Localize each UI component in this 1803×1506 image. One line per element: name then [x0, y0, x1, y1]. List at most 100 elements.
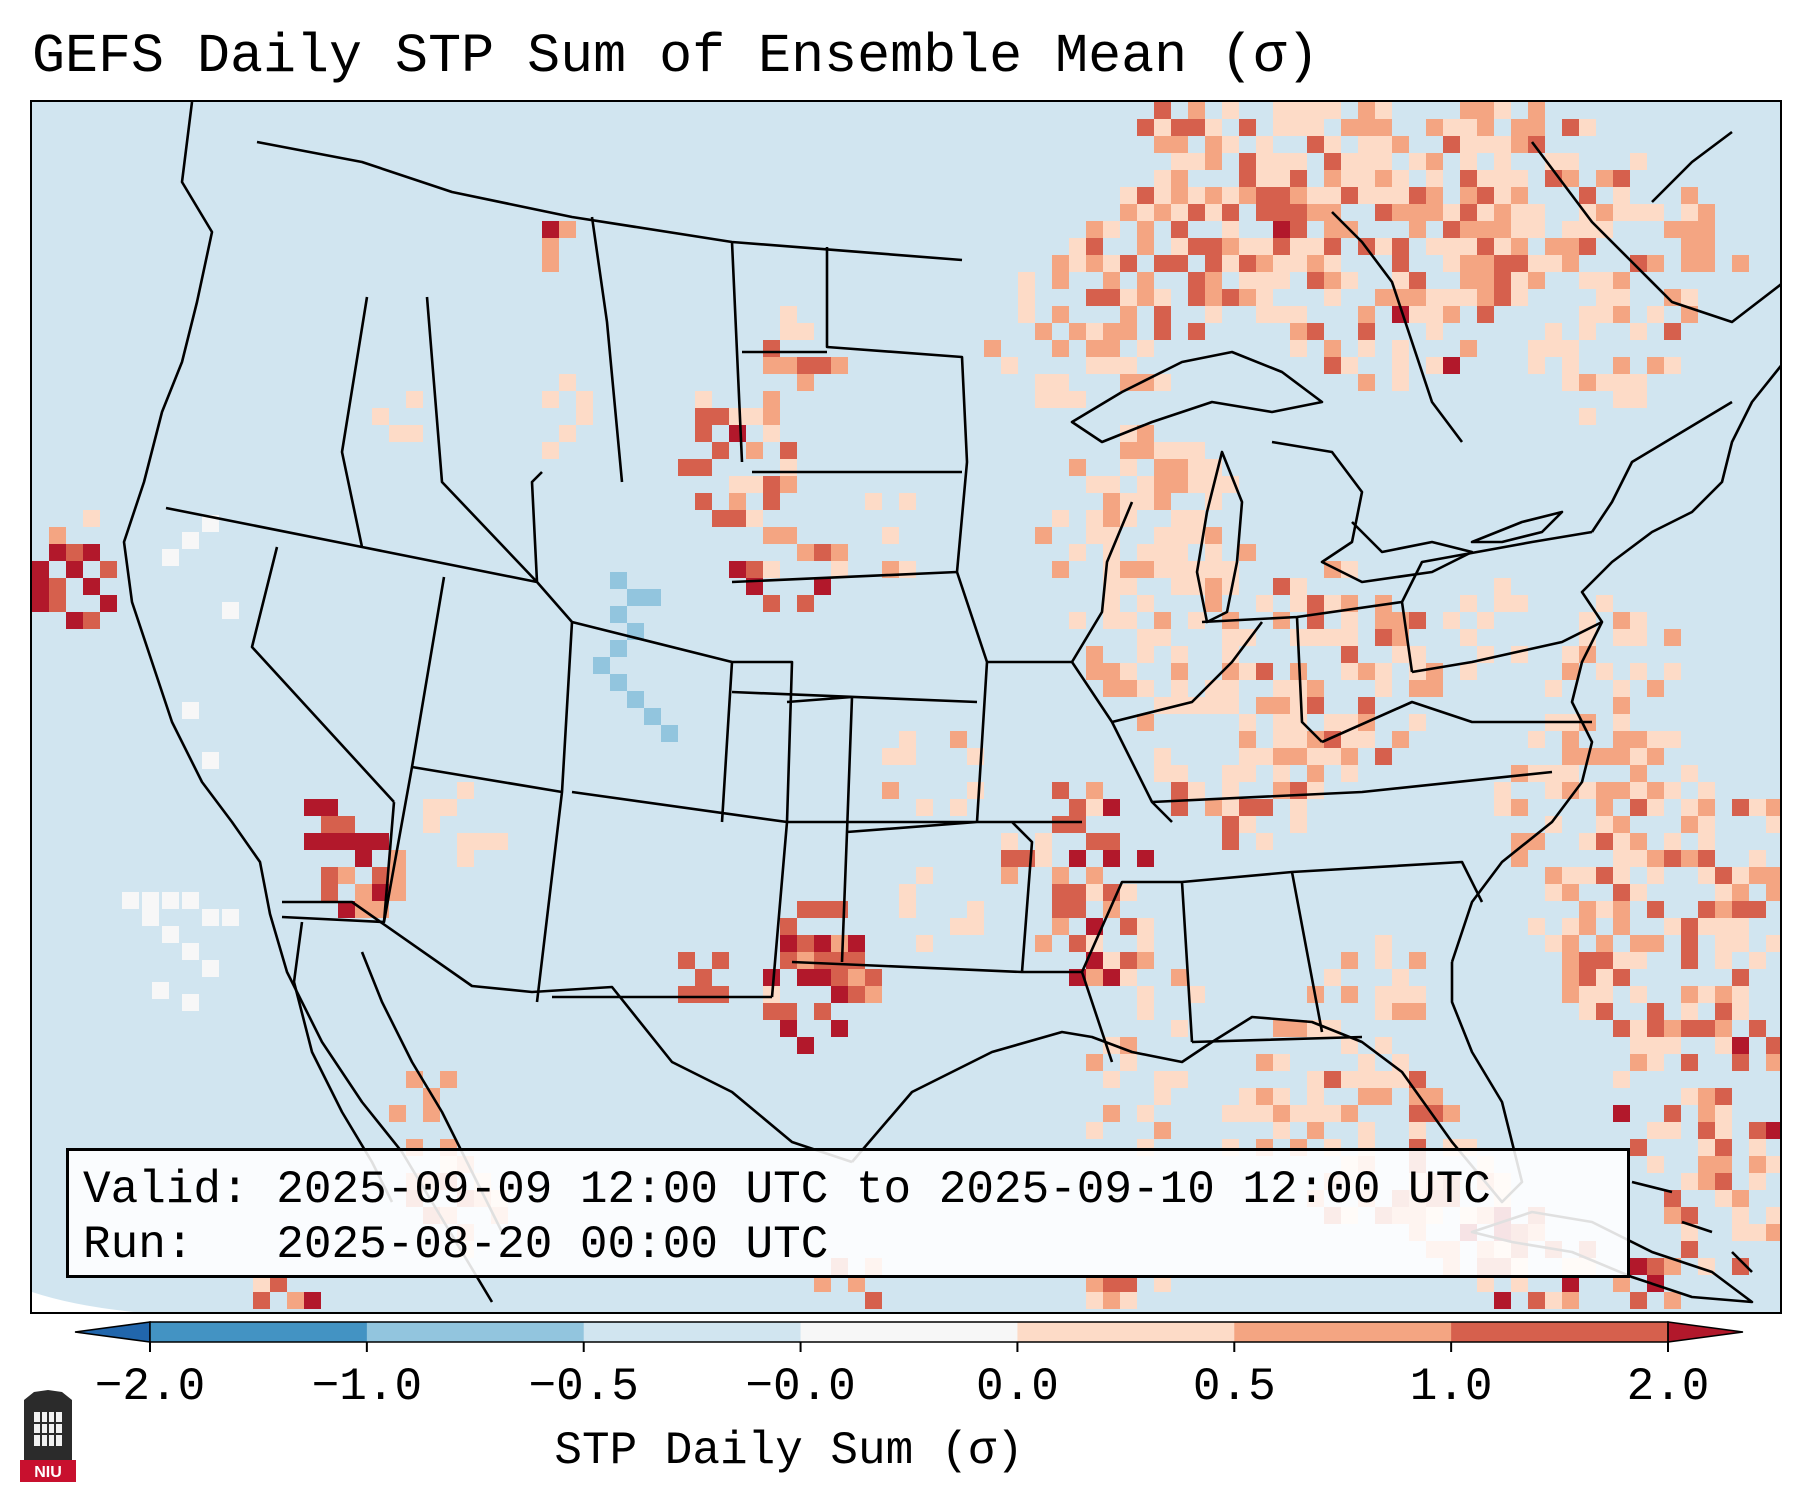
anomaly-cell	[1477, 238, 1494, 255]
anomaly-cell	[1103, 595, 1120, 612]
anomaly-cell	[1222, 799, 1239, 816]
anomaly-cell	[1392, 1054, 1409, 1071]
anomaly-cell	[1086, 221, 1103, 238]
anomaly-cell	[1596, 289, 1613, 306]
anomaly-cell	[1154, 102, 1171, 119]
anomaly-cell	[1222, 255, 1239, 272]
anomaly-cell	[678, 459, 695, 476]
anomaly-cell	[1392, 238, 1409, 255]
anomaly-cell	[1715, 1088, 1732, 1105]
anomaly-cell	[1035, 374, 1052, 391]
anomaly-cell	[542, 255, 559, 272]
anomaly-cell	[1273, 238, 1290, 255]
anomaly-cell	[1630, 765, 1647, 782]
anomaly-cell	[1409, 1105, 1426, 1122]
anomaly-cell	[695, 408, 712, 425]
anomaly-cell	[865, 969, 882, 986]
anomaly-cell	[1154, 119, 1171, 136]
anomaly-cell	[1358, 663, 1375, 680]
map-panel	[30, 100, 1782, 1314]
anomaly-cell	[814, 578, 831, 595]
anomaly-cell	[1562, 153, 1579, 170]
anomaly-cell	[1171, 544, 1188, 561]
anomaly-cell	[1460, 102, 1477, 119]
anomaly-cell	[1409, 612, 1426, 629]
anomaly-cell	[712, 510, 729, 527]
anomaly-cell	[1681, 799, 1698, 816]
anomaly-cell	[763, 595, 780, 612]
anomaly-cell	[1613, 952, 1630, 969]
anomaly-cell	[1630, 731, 1647, 748]
anomaly-cell	[1477, 221, 1494, 238]
logo-text: NIU	[34, 1464, 62, 1481]
anomaly-cell	[559, 425, 576, 442]
anomaly-cell	[797, 935, 814, 952]
anomaly-cell	[1052, 782, 1069, 799]
anomaly-cell	[1511, 238, 1528, 255]
anomaly-cell	[1120, 306, 1137, 323]
anomaly-cell	[1375, 289, 1392, 306]
anomaly-cell	[1290, 238, 1307, 255]
anomaly-cell	[1256, 204, 1273, 221]
anomaly-cell	[1137, 493, 1154, 510]
anomaly-cell	[1103, 1292, 1120, 1309]
anomaly-cell	[1273, 170, 1290, 187]
anomaly-cell	[1358, 323, 1375, 340]
anomaly-cell	[1715, 1105, 1732, 1122]
anomaly-cell	[1732, 986, 1749, 1003]
anomaly-cell	[1086, 646, 1103, 663]
anomaly-cell	[1358, 374, 1375, 391]
anomaly-cell	[1052, 340, 1069, 357]
anomaly-cell	[1324, 357, 1341, 374]
anomaly-cell	[1307, 1122, 1324, 1139]
anomaly-cell	[1290, 1105, 1307, 1122]
anomaly-cell	[1630, 629, 1647, 646]
anomaly-cell	[1137, 238, 1154, 255]
anomaly-cell	[1664, 850, 1681, 867]
anomaly-cell	[1613, 918, 1630, 935]
anomaly-cell	[1035, 850, 1052, 867]
anomaly-cell	[1171, 221, 1188, 238]
anomaly-cell	[1630, 748, 1647, 765]
anomaly-cell	[423, 1105, 440, 1122]
anomaly-cell	[1681, 1207, 1698, 1224]
anomaly-cell	[797, 1037, 814, 1054]
anomaly-cell	[1579, 969, 1596, 986]
anomaly-cell	[66, 612, 83, 629]
anomaly-cell	[1392, 629, 1409, 646]
anomaly-cell	[1171, 170, 1188, 187]
anomaly-cell	[1035, 935, 1052, 952]
anomaly-cell	[1273, 306, 1290, 323]
anomaly-cell	[1154, 1088, 1171, 1105]
anomaly-cell	[49, 527, 66, 544]
anomaly-cell	[1052, 561, 1069, 578]
anomaly-cell	[1715, 1122, 1732, 1139]
anomaly-cell	[389, 425, 406, 442]
anomaly-cell	[1324, 136, 1341, 153]
anomaly-cell	[1613, 850, 1630, 867]
anomaly-cell	[1137, 289, 1154, 306]
anomaly-cell	[1171, 799, 1188, 816]
anomaly-cell	[1596, 595, 1613, 612]
anomaly-cell	[1579, 1003, 1596, 1020]
anomaly-cell	[1511, 799, 1528, 816]
lake-superior	[1070, 350, 1324, 444]
anomaly-cell	[1358, 731, 1375, 748]
anomaly-cell	[1681, 1241, 1698, 1258]
anomaly-cell	[1171, 459, 1188, 476]
anomaly-cell	[1120, 1054, 1137, 1071]
anomaly-cell	[1120, 918, 1137, 935]
anomaly-cell	[1511, 850, 1528, 867]
anomaly-cell	[1545, 1292, 1562, 1309]
anomaly-cell	[1596, 306, 1613, 323]
anomaly-cell	[1239, 765, 1256, 782]
anomaly-cell	[1341, 952, 1358, 969]
anomaly-cell	[32, 595, 49, 612]
anomaly-cell	[1443, 289, 1460, 306]
anomaly-cell	[1375, 204, 1392, 221]
anomaly-cell	[1511, 255, 1528, 272]
anomaly-cell	[559, 221, 576, 238]
anomaly-cell	[1698, 850, 1715, 867]
anomaly-cell	[1086, 663, 1103, 680]
anomaly-cell	[1647, 1258, 1664, 1275]
